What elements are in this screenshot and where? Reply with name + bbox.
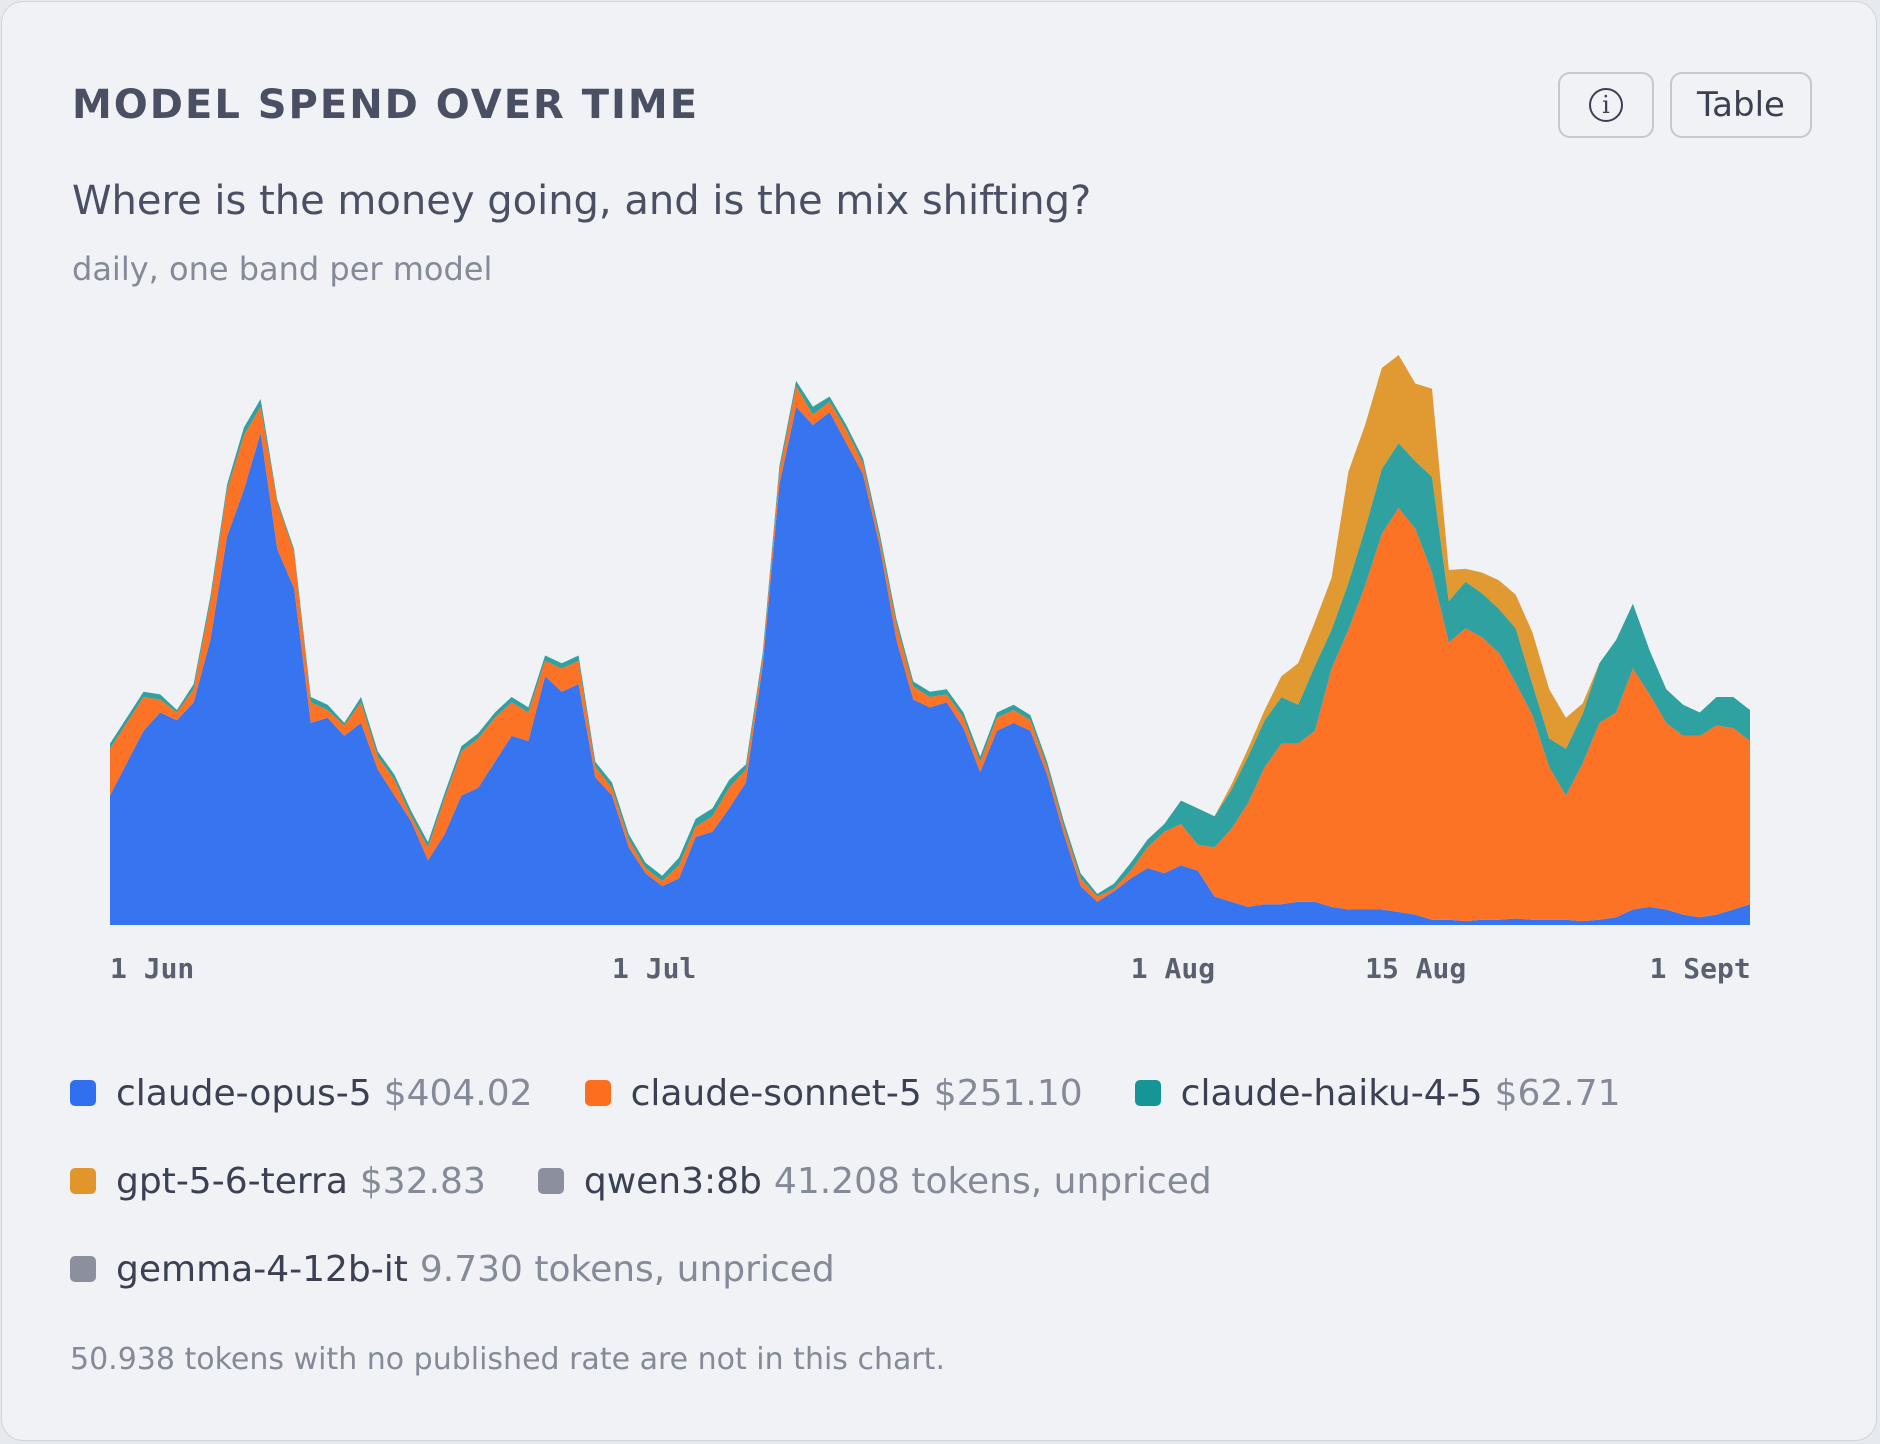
legend-swatch — [1134, 1080, 1161, 1106]
x-tick-label: 1 Aug — [1131, 952, 1215, 985]
chart-areas — [110, 355, 1750, 925]
info-icon: i — [1589, 88, 1623, 122]
legend-value: $251.10 — [933, 1072, 1083, 1114]
stacked-area-chart: 1 Jun 1 Jul 1 Aug 15 Aug 1 Sept — [110, 355, 1751, 985]
legend-swatch — [584, 1080, 611, 1106]
legend-item-qwen3-8b[interactable]: qwen3:8b 41.208 tokens, unpriced — [537, 1160, 1212, 1202]
table-button[interactable]: Table — [1670, 72, 1812, 138]
x-tick-label: 1 Sept — [1650, 952, 1751, 985]
legend-row-3: gemma-4-12b-it 9.730 tokens, unpriced — [70, 1244, 887, 1294]
legend-name: claude-haiku-4-5 — [1180, 1072, 1483, 1114]
legend-row-1: claude-opus-5 $404.02 claude-sonnet-5 $2… — [70, 1068, 1673, 1118]
x-axis-ticks: 1 Jun 1 Jul 1 Aug 15 Aug 1 Sept — [110, 952, 1751, 985]
legend-name: claude-opus-5 — [116, 1072, 372, 1114]
area-claude-opus-5[interactable] — [110, 406, 1750, 925]
legend-swatch — [70, 1168, 96, 1194]
legend-name: gpt-5-6-terra — [116, 1160, 348, 1202]
legend-item-claude-opus-5[interactable]: claude-opus-5 $404.02 — [70, 1073, 533, 1114]
legend-item-claude-sonnet-5[interactable]: claude-sonnet-5 $251.10 — [584, 1072, 1083, 1114]
legend-name: claude-sonnet-5 — [630, 1072, 922, 1114]
legend-item-claude-haiku-4-5[interactable]: claude-haiku-4-5 $62.71 — [1134, 1072, 1621, 1114]
x-tick-label: 1 Jul — [612, 952, 696, 985]
legend-row-2: gpt-5-6-terra $32.83 qwen3:8b 41.208 tok… — [70, 1156, 1264, 1206]
legend-item-gpt-5-6-terra[interactable]: gpt-5-6-terra $32.83 — [70, 1161, 486, 1202]
legend-swatch — [537, 1168, 564, 1194]
legend-item-gemma-4-12b-it[interactable]: gemma-4-12b-it 9.730 tokens, unpriced — [70, 1249, 835, 1290]
info-button[interactable]: i — [1558, 72, 1654, 138]
legend-value: $32.83 — [359, 1160, 486, 1202]
legend-value: $62.71 — [1494, 1072, 1621, 1114]
chart-subtitle: daily, one band per model — [72, 250, 493, 288]
x-tick-label: 1 Jun — [110, 952, 194, 985]
area-claude-sonnet-5[interactable] — [110, 386, 1750, 922]
legend-name: qwen3:8b — [583, 1160, 762, 1202]
x-tick-label: 15 Aug — [1365, 952, 1466, 985]
legend-swatch — [70, 1080, 96, 1106]
legend-value: $404.02 — [383, 1072, 533, 1114]
legend-swatch — [70, 1256, 96, 1282]
legend-value: 41.208 tokens, unpriced — [773, 1160, 1212, 1202]
footnote: 50.938 tokens with no published rate are… — [70, 1342, 945, 1377]
legend-value: 9.730 tokens, unpriced — [419, 1248, 835, 1290]
card-title: MODEL SPEND OVER TIME — [72, 82, 700, 128]
legend-name: gemma-4-12b-it — [116, 1248, 408, 1290]
chart-question: Where is the money going, and is the mix… — [72, 178, 1092, 224]
